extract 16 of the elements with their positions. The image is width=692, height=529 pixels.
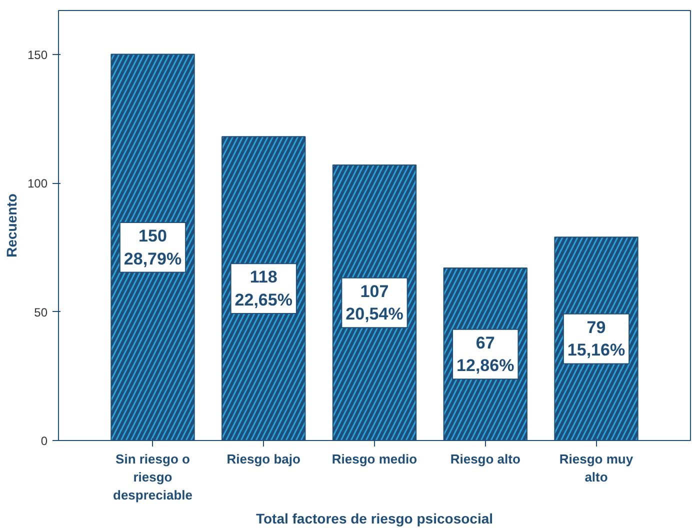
x-tick-label: Riesgo alto	[450, 452, 520, 466]
data-label: 107 20,54%	[346, 282, 404, 324]
data-label: 79 15,16%	[567, 318, 626, 360]
x-tick-label: Riesgo medio	[332, 452, 418, 466]
y-tick-label: 50	[34, 305, 48, 320]
y-tick-label: 150	[27, 48, 48, 62]
x-axis-title: Total factores de riesgo psicosocial	[256, 510, 494, 526]
y-tick-label: 0	[40, 434, 48, 448]
y-tick-label: 100	[27, 176, 48, 191]
data-label: 150 28,79%	[124, 226, 182, 268]
data-label: 118 22,65%	[234, 268, 292, 310]
x-tick-label: Sin riesgo o riesgo despreciable	[113, 452, 193, 502]
y-axis-title: Recuento	[3, 194, 20, 258]
data-label: 67 12,86%	[456, 333, 514, 376]
x-tick-label: Riesgo bajo	[226, 452, 301, 466]
x-tick-label: Riesgo muy alto	[559, 452, 634, 484]
